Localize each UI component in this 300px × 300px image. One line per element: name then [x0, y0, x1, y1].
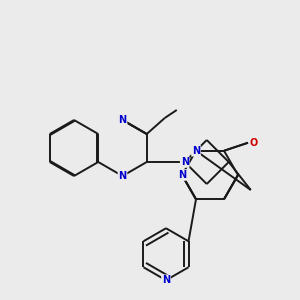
- Text: N: N: [178, 170, 186, 180]
- Text: N: N: [162, 275, 170, 285]
- Text: N: N: [118, 115, 127, 125]
- Text: N: N: [118, 171, 127, 181]
- Text: N: N: [192, 146, 200, 156]
- Text: N: N: [181, 157, 189, 167]
- Text: O: O: [250, 138, 258, 148]
